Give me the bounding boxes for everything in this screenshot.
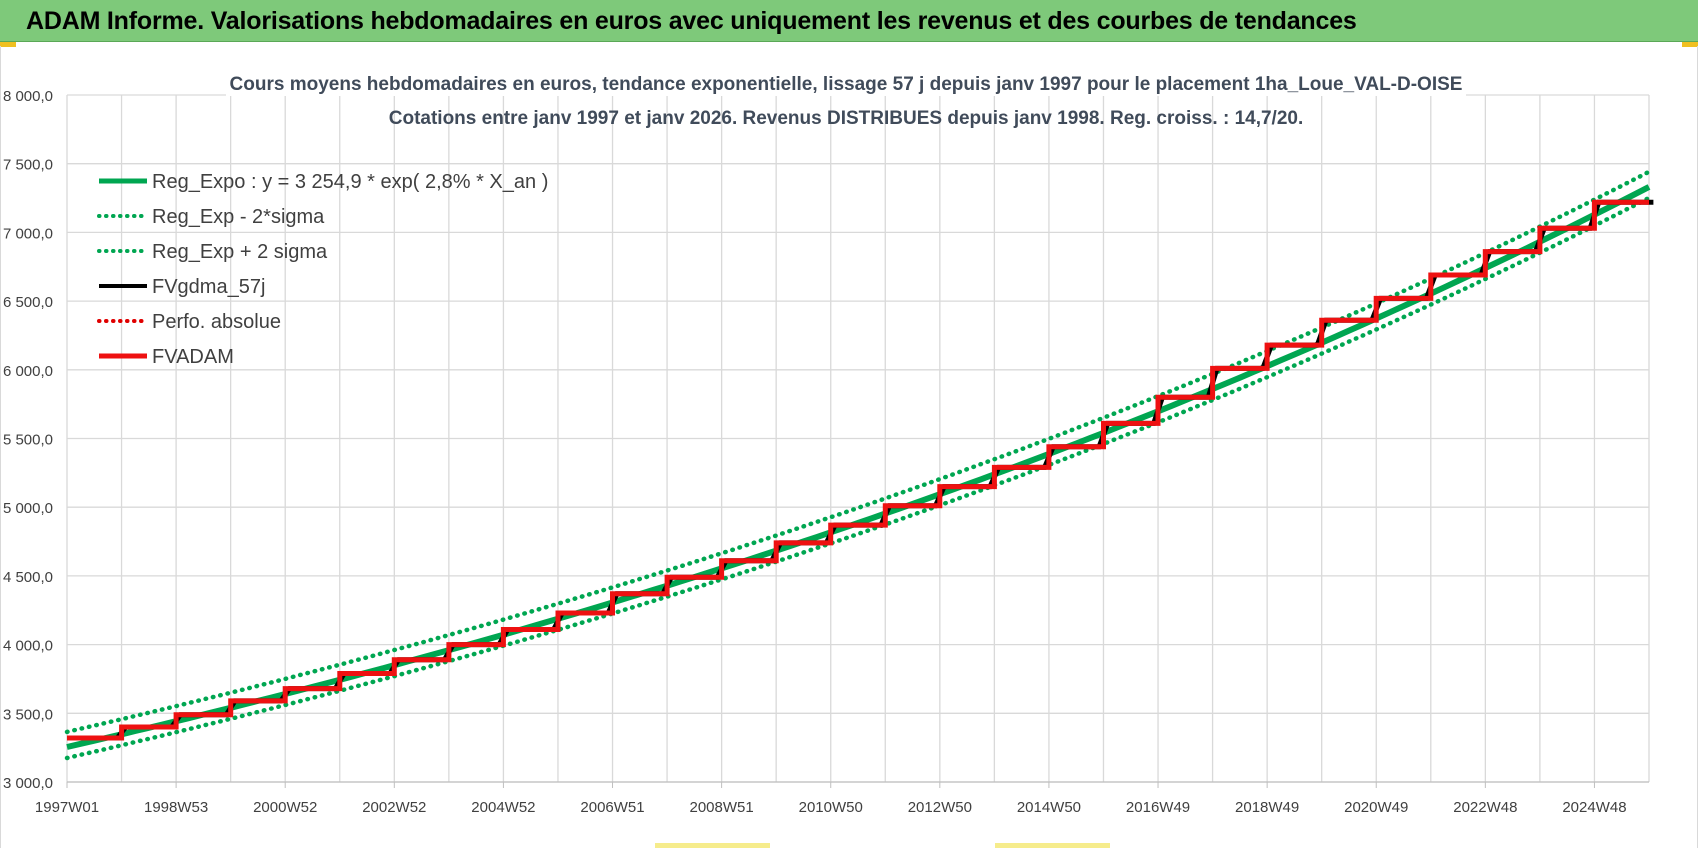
x-tick-label: 2004W52 — [471, 799, 535, 816]
x-tick-label: 2010W50 — [799, 799, 863, 816]
x-tick-label: 2014W50 — [1017, 799, 1081, 816]
legend-entry: Reg_Exp + 2 sigma — [152, 241, 328, 263]
x-tick-label: 2006W51 — [580, 799, 644, 816]
trend-chart: 3 000,0 3 500,0 4 000,0 4 500,0 5 000,0 5 500… — [3, 66, 1654, 816]
y-tick-label: 3 500,0 — [3, 706, 53, 723]
y-tick-label: 4 500,0 — [3, 569, 53, 586]
series-fvadam — [67, 199, 1649, 741]
report-banner: ADAM Informe. Valorisations hebdomadaire… — [0, 0, 1698, 42]
legend: Reg_Expo : y = 3 254,9 * exp( 2,8% * X_a… — [97, 171, 548, 368]
x-tick-label: 2002W52 — [362, 799, 426, 816]
chart-title-line2: Cotations entre janv 1997 et janv 2026. … — [389, 108, 1304, 129]
chart-title-block: Cours moyens hebdomadaires en euros, ten… — [226, 66, 1466, 129]
x-tick-label: 2008W51 — [690, 799, 754, 816]
series-reg-exp-minus-2sigma — [64, 195, 1652, 761]
y-tick-label: 5 500,0 — [3, 432, 53, 449]
series-perfo-absolue — [67, 201, 1649, 739]
series-layer — [64, 169, 1654, 761]
corner-marker-right — [1682, 42, 1698, 47]
x-tick-label: 2000W52 — [253, 799, 317, 816]
chart-frame: 3 000,0 3 500,0 4 000,0 4 500,0 5 000,0 5 500… — [0, 46, 1698, 848]
legend-entry: Reg_Expo : y = 3 254,9 * exp( 2,8% * X_a… — [152, 171, 548, 193]
x-tick-label: 2018W49 — [1235, 799, 1299, 816]
report-title: ADAM Informe. Valorisations hebdomadaire… — [26, 7, 1357, 35]
y-tick-label: 3 000,0 — [3, 775, 53, 792]
legend-entry: FVADAM — [152, 346, 234, 368]
x-axis-labels: 1997W01 1998W53 2000W52 2002W52 2004W52 2006W… — [35, 782, 1627, 816]
y-tick-label: 8 000,0 — [3, 88, 53, 105]
bottom-strip-right — [995, 843, 1110, 848]
series-fvgdma-57j — [67, 199, 1654, 741]
legend-entry: Reg_Exp - 2*sigma — [152, 206, 325, 228]
y-tick-label: 4 000,0 — [3, 638, 53, 655]
x-tick-label: 2016W49 — [1126, 799, 1190, 816]
y-tick-label: 7 500,0 — [3, 157, 53, 174]
chart-title-line1: Cours moyens hebdomadaires en euros, ten… — [230, 74, 1463, 95]
x-tick-label: 1997W01 — [35, 799, 99, 816]
grid-layer — [66, 94, 1650, 783]
y-axis-labels: 3 000,0 3 500,0 4 000,0 4 500,0 5 000,0 5 500… — [3, 88, 53, 792]
x-tick-label: 2024W48 — [1562, 799, 1626, 816]
x-tick-label: 2020W49 — [1344, 799, 1408, 816]
y-tick-label: 6 500,0 — [3, 294, 53, 311]
y-tick-label: 6 000,0 — [3, 363, 53, 380]
corner-marker-left — [0, 42, 16, 47]
x-tick-label: 2012W50 — [908, 799, 972, 816]
x-tick-label: 1998W53 — [144, 799, 208, 816]
x-tick-label: 2022W48 — [1453, 799, 1517, 816]
legend-entry: Perfo. absolue — [152, 311, 281, 333]
y-tick-label: 5 000,0 — [3, 500, 53, 517]
y-tick-label: 7 000,0 — [3, 225, 53, 242]
series-reg-expo — [66, 184, 1651, 750]
bottom-strip-left — [655, 843, 770, 848]
legend-entry: FVgdma_57j — [152, 276, 265, 298]
